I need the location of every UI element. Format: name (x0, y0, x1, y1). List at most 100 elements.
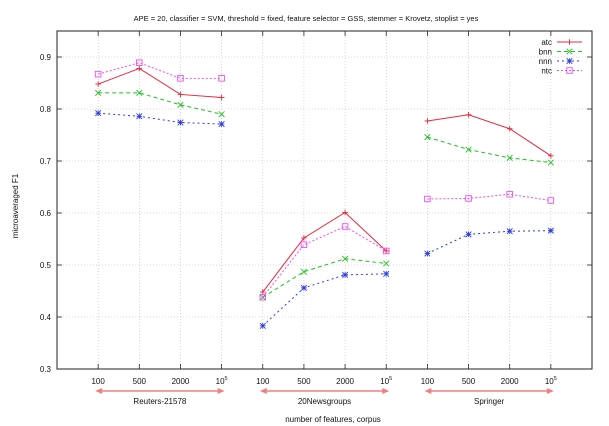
data-point (177, 119, 184, 126)
x-tick-label: 500 (297, 377, 311, 386)
data-point (95, 81, 101, 87)
group-arrow-head (95, 388, 103, 394)
series-line (262, 258, 387, 298)
series-line (262, 211, 387, 293)
data-point (259, 294, 266, 301)
x-tick-label: 2000 (501, 377, 519, 386)
group-label: 20Newsgroups (298, 397, 351, 406)
legend-label: ntc (541, 67, 552, 76)
data-point (506, 191, 513, 198)
data-point (424, 250, 431, 257)
y-axis-label: microaveraged F1 (11, 173, 20, 238)
data-point (300, 241, 308, 248)
data-point (548, 153, 554, 159)
data-point (300, 268, 308, 275)
data-point (259, 293, 267, 301)
data-point (177, 101, 184, 108)
group-arrow-head (259, 388, 267, 394)
data-point (424, 133, 431, 141)
y-tick-label: 0.5 (40, 261, 52, 270)
group-arrow-head (546, 388, 554, 394)
data-point (95, 89, 102, 96)
x-tick-label: 100 (256, 377, 270, 386)
x-tick-label: 500 (133, 377, 147, 386)
group-arrow-head (217, 388, 225, 394)
data-point (506, 228, 513, 235)
group-labels: Reuters-21578 20Newsgroups Springer (95, 388, 554, 406)
data-point (383, 270, 390, 277)
data-point (218, 75, 225, 82)
series-nnn (95, 110, 554, 329)
data-point (382, 247, 390, 255)
grid-layer (57, 31, 592, 369)
data-point (383, 248, 390, 254)
data-point (341, 223, 349, 230)
data-point (547, 227, 554, 234)
group-arrow-head (382, 388, 390, 394)
group-arrow-head (424, 388, 432, 394)
data-point (506, 125, 513, 132)
data-point (341, 271, 349, 278)
series-line (427, 136, 551, 164)
x-tick-label: 100 (421, 377, 435, 386)
y-tick-label: 0.6 (40, 209, 52, 218)
data-point (218, 94, 225, 101)
x-tick-label: 105 (545, 376, 557, 386)
data-point (136, 113, 143, 120)
series-atc (95, 65, 554, 295)
data-point (506, 154, 513, 161)
data-point (259, 322, 266, 329)
data-point (566, 48, 573, 55)
data-point (383, 260, 390, 267)
data-point (136, 59, 143, 66)
data-point (95, 110, 102, 117)
plot-frame (56, 30, 593, 370)
series-line (427, 230, 551, 255)
data-point (136, 65, 143, 72)
series-line (98, 112, 222, 125)
chart-title: APE = 20, classifier = SVM, threshold = … (134, 14, 479, 23)
series-line (98, 92, 222, 115)
data-point (424, 118, 431, 124)
data-point (177, 91, 184, 98)
data-point (547, 159, 554, 166)
data-point (301, 235, 307, 241)
series-line (98, 62, 222, 79)
series-layer (94, 59, 555, 329)
data-point (465, 146, 472, 153)
x-tick-label: 500 (462, 377, 476, 386)
x-tick-label: 2000 (172, 377, 190, 386)
legend-label: nnn (539, 57, 552, 66)
axis-layer: 0.3 0.4 0.5 0.6 0.7 0.8 0.9 100 500 2000 105 100 500… (40, 30, 593, 386)
data-point (465, 231, 472, 238)
data-point (300, 284, 308, 291)
series-line (427, 193, 551, 202)
series-bnn (95, 89, 554, 301)
series-line (262, 273, 387, 327)
x-axis-label: number of features, corpus (285, 415, 381, 424)
y-tick-label: 0.7 (40, 157, 52, 166)
data-point (424, 195, 431, 203)
x-tick-label: 105 (216, 376, 228, 386)
data-point (341, 255, 349, 262)
data-point (465, 111, 472, 118)
series-ntc (94, 59, 555, 301)
data-point (342, 209, 348, 216)
data-point (218, 120, 225, 128)
series-line (262, 225, 387, 298)
data-point (547, 197, 555, 204)
x-tick-label: 2000 (336, 377, 354, 386)
series-line (427, 114, 552, 157)
data-point (566, 57, 573, 65)
y-tick-label: 0.8 (40, 105, 52, 114)
data-point (465, 195, 472, 202)
data-point (177, 75, 184, 82)
series-line (97, 67, 222, 99)
x-tick-label: 105 (380, 376, 392, 386)
legend-label: atc (541, 38, 552, 47)
data-point (218, 111, 225, 118)
y-tick-label: 0.4 (40, 313, 52, 322)
group-label: Reuters-21578 (133, 397, 186, 406)
x-tick-label: 100 (91, 377, 105, 386)
